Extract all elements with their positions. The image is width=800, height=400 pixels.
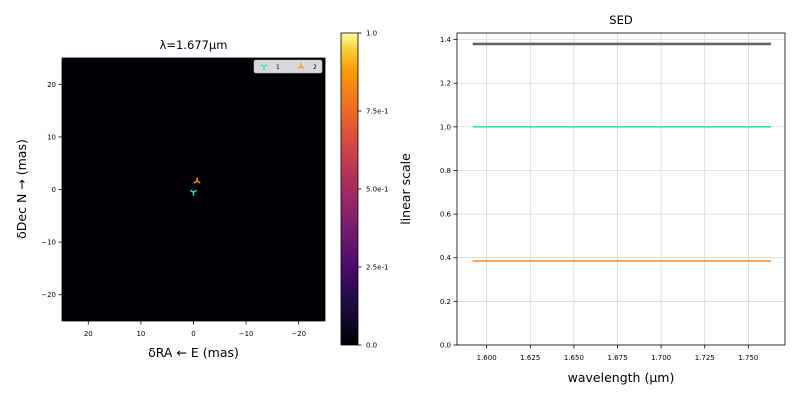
image-x-tick-label: 20 [84,330,93,338]
image-legend: 1 2 [253,59,323,74]
sed-y-tick-label: 1.4 [440,36,452,44]
image-x-ticks: 20 10 0 −10 −20 [84,321,306,338]
image-markers [189,177,201,196]
sed-y-tick-label: 0.8 [440,167,451,175]
sed-series [472,42,772,262]
colorbar-gradient [340,32,359,346]
image-y-tick-label: 20 [47,81,56,89]
colorbar-label: linear scale [398,153,413,225]
image-x-tick-label: −20 [291,330,306,338]
image-y-label: δDec N → (mas) [14,139,29,239]
legend-label-1: 1 [276,64,280,71]
legend-label-2: 2 [313,64,317,71]
image-title: λ=1.677μm [160,38,228,52]
colorbar-tick-label: 7.5e-1 [366,108,388,116]
image-panel: λ=1.677μm 20 10 0 −10 −20 20 10 0 −10 −20 1 2 δR… [14,38,326,360]
image-y-ticks: 20 10 0 −10 −20 [41,81,62,299]
sed-y-tick-label: 1.0 [440,123,451,131]
sed-title: SED [609,13,633,27]
image-y-tick-label: −20 [41,291,56,299]
image-y-tick-label: 0 [52,186,56,194]
marker-1 [189,189,198,196]
colorbar-ticks: 0.0 2.5e-1 5.0e-1 7.5e-1 1.0 [358,30,388,350]
sed-x-label: wavelength (μm) [568,370,675,385]
legend-box [253,59,323,74]
colorbar-tick-label: 5.0e-1 [366,186,388,194]
colorbar-tick-label: 1.0 [366,30,377,38]
sed-y-tick-label: 0.0 [440,342,451,350]
colorbar-tick-label: 0.0 [366,342,377,350]
sed-y-tick-label: 1.2 [440,80,451,88]
image-y-tick-label: 10 [47,133,56,141]
sed-grid [457,33,785,346]
legend-marker-2 [297,63,305,69]
legend-marker-1 [260,64,268,70]
sed-x-tick-label: 1.675 [607,354,627,362]
sed-plot-area [456,32,786,346]
sed-x-tick-label: 1.700 [651,354,671,362]
colorbar: 0.0 2.5e-1 5.0e-1 7.5e-1 1.0 linear scale [340,30,413,350]
marker-2 [193,177,201,184]
sed-y-tick-label: 0.6 [440,211,452,219]
image-x-tick-label: 0 [191,330,195,338]
colorbar-tick-label: 2.5e-1 [366,264,388,272]
image-y-tick-label: −10 [41,239,56,247]
image-area [61,57,326,322]
image-x-tick-label: 10 [136,330,145,338]
sed-x-tick-label: 1.650 [564,354,584,362]
sed-x-ticks: 1.600 1.625 1.650 1.675 1.700 1.725 1.750 [477,345,758,362]
sed-x-tick-label: 1.625 [520,354,540,362]
sed-x-tick-label: 1.725 [695,354,715,362]
sed-y-ticks: 0.0 0.2 0.4 0.6 0.8 1.0 1.2 1.4 [440,36,457,350]
sed-x-tick-label: 1.750 [738,354,758,362]
image-x-label: δRA ← E (mas) [148,345,239,360]
sed-y-tick-label: 0.4 [440,254,452,262]
sed-panel: SED 1.600 1.625 1.650 1.675 1.700 1.725 1.750 … [440,13,786,385]
sed-x-tick-label: 1.600 [477,354,497,362]
image-x-tick-label: −10 [239,330,254,338]
sed-y-tick-label: 0.2 [440,298,451,306]
